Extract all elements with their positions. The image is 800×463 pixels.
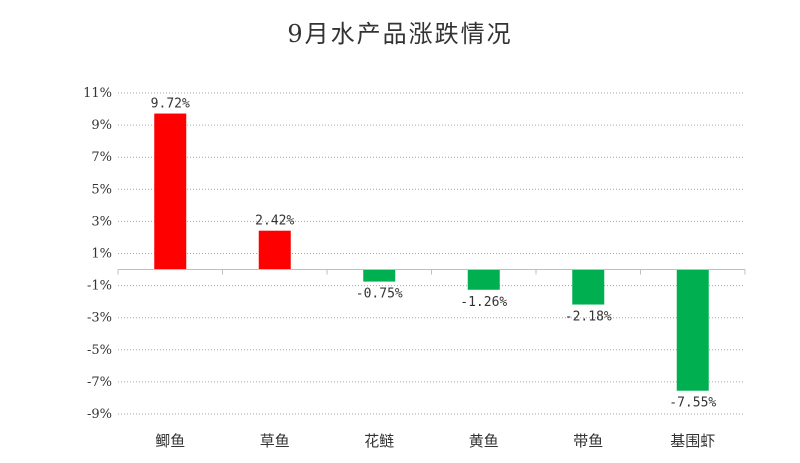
y-tick-label: 1% [91, 247, 112, 262]
data-label-3: -1.26% [460, 295, 507, 310]
data-label-1: 2.42% [255, 214, 294, 229]
data-label-0: 9.72% [151, 97, 190, 112]
chart-title: 9月水产品涨跌情况 [287, 20, 513, 48]
y-tick-label: -3% [87, 311, 112, 326]
y-tick-label: -5% [87, 343, 112, 358]
bar-2 [363, 269, 396, 282]
bar-4 [572, 269, 605, 305]
bar-5 [676, 269, 709, 391]
category-labels: 鲫鱼 草鱼 花鲢 黄鱼 带鱼 基围虾 [155, 432, 715, 450]
y-tick-label: -7% [87, 375, 112, 390]
category-label-2: 花鲢 [364, 432, 394, 450]
x-axis [117, 269, 746, 275]
y-tick-label: 9% [91, 118, 112, 133]
category-label-3: 黄鱼 [469, 432, 499, 450]
data-label-4: -2.18% [565, 310, 612, 325]
data-labels: 9.72% 2.42% -0.75% -1.26% -2.18% -7.55% [151, 97, 717, 411]
y-tick-label: 3% [91, 214, 112, 229]
data-label-2: -0.75% [356, 287, 403, 302]
bar-1 [258, 230, 291, 270]
category-label-1: 草鱼 [260, 432, 290, 450]
bar-0 [154, 113, 187, 270]
data-label-5: -7.55% [669, 396, 716, 411]
y-axis-ticks: 11% 9% 7% 5% 3% 1% -1% -3% -5% -7% -9% [83, 86, 112, 422]
bars [154, 113, 709, 391]
y-tick-label: 7% [91, 150, 112, 165]
y-tick-label: 5% [91, 182, 112, 197]
gridlines [118, 92, 745, 415]
category-label-5: 基围虾 [670, 432, 715, 450]
y-tick-label: 11% [83, 86, 112, 101]
y-tick-label: -9% [87, 407, 112, 422]
bar-3 [467, 269, 500, 290]
y-tick-label: -1% [87, 279, 112, 294]
category-label-4: 带鱼 [573, 432, 603, 450]
category-label-0: 鲫鱼 [155, 432, 185, 450]
